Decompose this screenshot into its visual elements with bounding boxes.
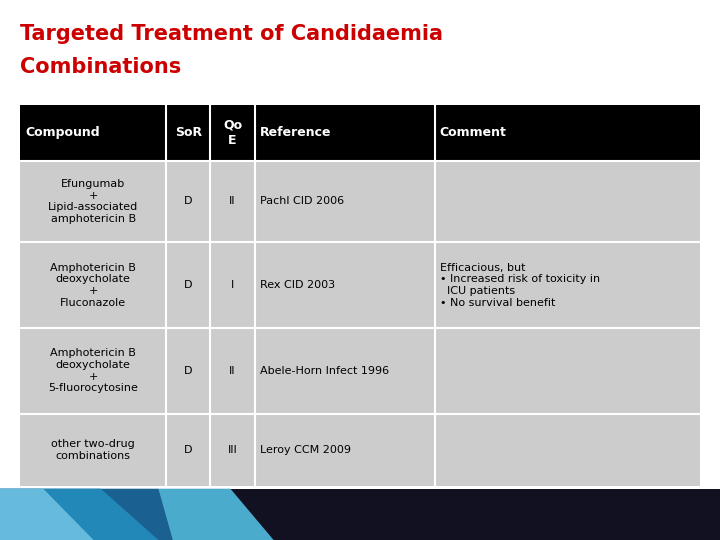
Bar bbox=[435, 414, 700, 486]
Bar bbox=[210, 328, 255, 414]
Text: D: D bbox=[184, 280, 193, 290]
Text: Rex CID 2003: Rex CID 2003 bbox=[260, 280, 335, 290]
Text: Leroy CCM 2009: Leroy CCM 2009 bbox=[260, 445, 351, 455]
Bar bbox=[210, 242, 255, 328]
Bar bbox=[435, 105, 700, 160]
Text: other two-drug
combinations: other two-drug combinations bbox=[51, 439, 135, 461]
Bar bbox=[435, 328, 700, 414]
Bar bbox=[166, 414, 210, 486]
Text: Reference: Reference bbox=[260, 126, 331, 139]
Text: Efungumab
+
Lipid-associated
amphotericin B: Efungumab + Lipid-associated amphoterici… bbox=[48, 179, 138, 224]
Text: Comment: Comment bbox=[440, 126, 507, 139]
Text: Abele-Horn Infect 1996: Abele-Horn Infect 1996 bbox=[260, 366, 389, 376]
Bar bbox=[166, 105, 210, 160]
Text: D: D bbox=[184, 445, 193, 455]
Bar bbox=[210, 160, 255, 242]
Text: I: I bbox=[231, 280, 234, 290]
Text: Amphotericin B
deoxycholate
+
Fluconazole: Amphotericin B deoxycholate + Fluconazol… bbox=[50, 263, 136, 308]
Bar bbox=[435, 242, 700, 328]
Bar bbox=[20, 105, 166, 160]
Bar bbox=[20, 328, 166, 414]
Bar bbox=[20, 160, 166, 242]
Bar bbox=[166, 328, 210, 414]
Text: Amphotericin B
deoxycholate
+
5-fluorocytosine: Amphotericin B deoxycholate + 5-fluorocy… bbox=[48, 348, 138, 393]
Polygon shape bbox=[0, 489, 230, 540]
Bar bbox=[20, 242, 166, 328]
Bar bbox=[166, 242, 210, 328]
Bar bbox=[166, 160, 210, 242]
Bar bbox=[255, 242, 435, 328]
Text: SoR: SoR bbox=[175, 126, 202, 139]
Text: Efficacious, but
• Increased risk of toxicity in
  ICU patients
• No survival be: Efficacious, but • Increased risk of tox… bbox=[440, 263, 600, 308]
Bar bbox=[20, 414, 166, 486]
Bar bbox=[210, 105, 255, 160]
Bar bbox=[210, 414, 255, 486]
Polygon shape bbox=[0, 489, 94, 540]
Text: D: D bbox=[184, 197, 193, 206]
Polygon shape bbox=[0, 489, 158, 540]
Text: II: II bbox=[229, 197, 236, 206]
Text: Qo
E: Qo E bbox=[223, 119, 242, 147]
Bar bbox=[255, 414, 435, 486]
Text: Pachl CID 2006: Pachl CID 2006 bbox=[260, 197, 344, 206]
Bar bbox=[255, 328, 435, 414]
Text: III: III bbox=[228, 445, 238, 455]
Bar bbox=[255, 105, 435, 160]
Polygon shape bbox=[158, 489, 274, 540]
Text: Combinations: Combinations bbox=[20, 57, 181, 77]
Text: II: II bbox=[229, 366, 236, 376]
Text: Compound: Compound bbox=[25, 126, 100, 139]
Bar bbox=[435, 160, 700, 242]
Text: Targeted Treatment of Candidaemia: Targeted Treatment of Candidaemia bbox=[20, 24, 444, 44]
Text: D: D bbox=[184, 366, 193, 376]
Bar bbox=[0, 489, 720, 540]
Bar bbox=[255, 160, 435, 242]
